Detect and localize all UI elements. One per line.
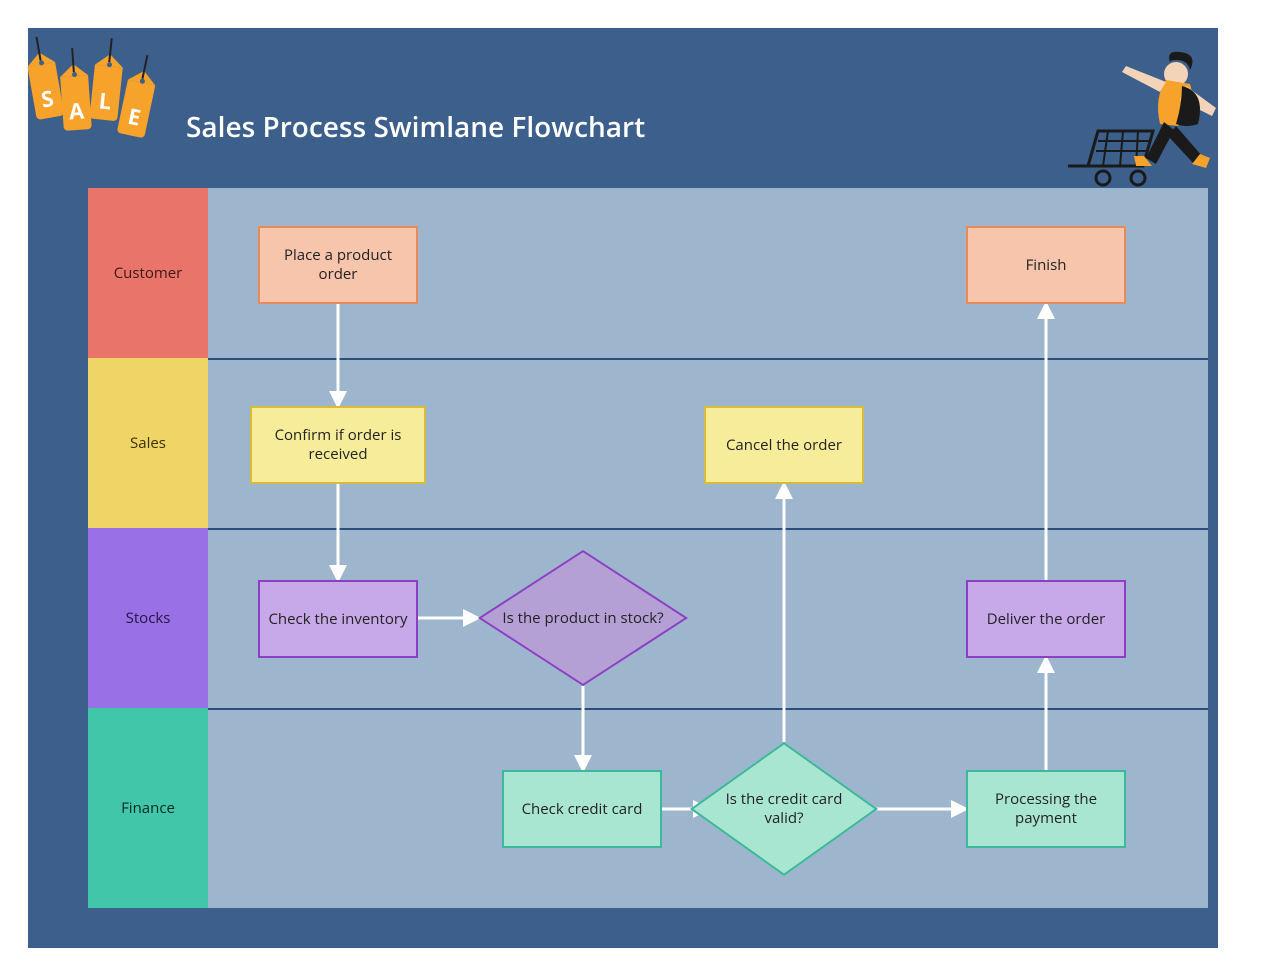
node-cc_valid_q: Is the credit card valid? (690, 742, 878, 876)
lane-label-sales: Sales (88, 358, 208, 528)
node-deliver: Deliver the order (966, 580, 1126, 658)
node-confirm: Confirm if order is received (250, 406, 426, 484)
node-cancel: Cancel the order (704, 406, 864, 484)
node-finish: Finish (966, 226, 1126, 304)
node-process_pay: Processing the payment (966, 770, 1126, 848)
node-in_stock_q: Is the product in stock? (478, 550, 688, 686)
sale-tag-e: E (117, 80, 156, 139)
sale-tags-illustration: SALE (32, 52, 172, 162)
shopper-cart-illustration (1048, 46, 1218, 196)
node-check_cc: Check credit card (502, 770, 662, 848)
page-title: Sales Process Swimlane Flowchart (186, 108, 645, 146)
lane-label-stocks: Stocks (88, 528, 208, 708)
sale-tag-l: L (89, 65, 122, 122)
diagram-frame: Sales Process Swimlane Flowchart SALE (28, 28, 1218, 948)
sale-tag-a: A (60, 75, 92, 131)
node-place_order: Place a product order (258, 226, 418, 304)
lane-label-customer: Customer (88, 188, 208, 358)
lane-label-finance: Finance (88, 708, 208, 908)
node-check_inv: Check the inventory (258, 580, 418, 658)
